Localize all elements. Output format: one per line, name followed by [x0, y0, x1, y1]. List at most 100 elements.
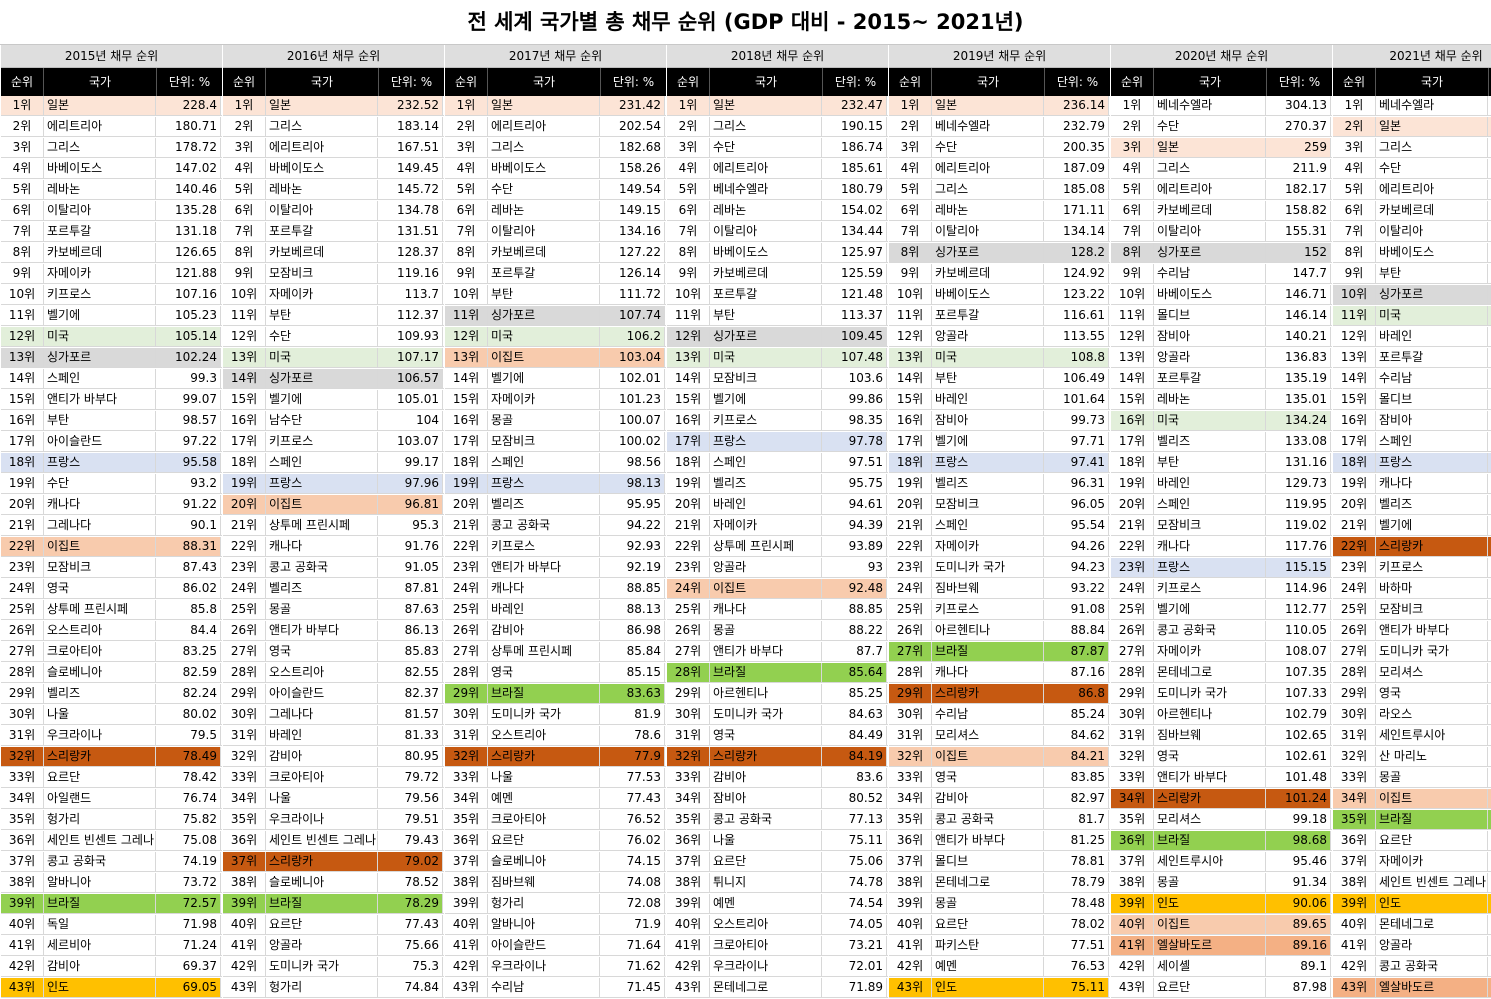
value-cell[interactable]: 107.74	[600, 306, 665, 325]
country-cell[interactable]: 싱가포르	[1154, 243, 1266, 262]
country-cell[interactable]: 이집트	[266, 495, 378, 514]
value-cell[interactable]: 91.22	[156, 495, 221, 514]
rank-header[interactable]: 순위	[667, 68, 710, 96]
country-cell[interactable]: 포르투갈	[44, 222, 156, 241]
country-cell[interactable]: 엘살바도르	[1154, 936, 1266, 955]
rank-cell[interactable]: 22위	[1333, 537, 1376, 556]
country-cell[interactable]: 앤티가 바부다	[710, 642, 822, 661]
value-cell[interactable]: 86.13	[378, 621, 443, 640]
country-cell[interactable]: 바베이도스	[1376, 243, 1488, 262]
rank-cell[interactable]: 40위	[1333, 915, 1376, 934]
rank-cell[interactable]: 16위	[889, 411, 932, 430]
country-cell[interactable]: 인도	[44, 978, 156, 997]
value-cell[interactable]: 86.02	[156, 579, 221, 598]
rank-cell[interactable]: 31위	[223, 726, 266, 745]
country-cell[interactable]: 일본	[1154, 138, 1266, 157]
rank-cell[interactable]: 20위	[1111, 495, 1154, 514]
country-cell[interactable]: 스리랑카	[44, 747, 156, 766]
country-cell[interactable]: 나울	[488, 768, 600, 787]
value-cell[interactable]: 270.37	[1266, 117, 1331, 136]
value-cell[interactable]: 79.43	[378, 831, 443, 850]
rank-cell[interactable]: 35위	[1, 810, 44, 829]
value-cell[interactable]: 74.84	[378, 978, 443, 997]
value-cell[interactable]: 85.84	[600, 642, 665, 661]
value-cell[interactable]: 89.1	[1266, 957, 1331, 976]
country-cell[interactable]: 상투메 프린시페	[488, 642, 600, 661]
rank-cell[interactable]: 15위	[223, 390, 266, 409]
value-cell[interactable]: 76.02	[600, 831, 665, 850]
country-cell[interactable]: 일본	[710, 96, 822, 115]
country-cell[interactable]: 자메이카	[266, 285, 378, 304]
country-cell[interactable]: 브라질	[1154, 831, 1266, 850]
country-cell[interactable]: 이집트	[1376, 789, 1488, 808]
country-cell[interactable]: 앤티가 바부다	[1376, 621, 1488, 640]
value-cell[interactable]: 102.65	[1266, 726, 1331, 745]
rank-cell[interactable]: 40위	[889, 915, 932, 934]
rank-cell[interactable]: 29위	[1111, 684, 1154, 703]
country-cell[interactable]: 일본	[44, 96, 156, 115]
value-cell[interactable]: 98.56	[600, 453, 665, 472]
value-cell[interactable]: 72.01	[822, 957, 887, 976]
rank-cell[interactable]: 14위	[1111, 369, 1154, 388]
country-cell[interactable]: 라오스	[1376, 705, 1488, 724]
country-cell[interactable]: 레바논	[488, 201, 600, 220]
country-cell[interactable]: 알바니아	[488, 915, 600, 934]
value-cell[interactable]: 77.43	[600, 789, 665, 808]
country-cell[interactable]: 도미니카 국가	[710, 705, 822, 724]
value-cell[interactable]: 140.21	[1266, 327, 1331, 346]
country-cell[interactable]: 바하마	[1376, 579, 1488, 598]
value-cell[interactable]: 145.72	[378, 180, 443, 199]
value-cell[interactable]: 102.01	[600, 369, 665, 388]
rank-cell[interactable]: 29위	[445, 684, 488, 703]
value-cell[interactable]: 85.25	[822, 684, 887, 703]
rank-cell[interactable]: 40위	[445, 915, 488, 934]
value-cell[interactable]: 107.16	[156, 285, 221, 304]
value-cell[interactable]: 93.2	[156, 474, 221, 493]
rank-cell[interactable]: 43위	[445, 978, 488, 997]
rank-cell[interactable]: 40위	[1111, 915, 1154, 934]
rank-cell[interactable]: 26위	[223, 621, 266, 640]
value-cell[interactable]: 95.95	[600, 495, 665, 514]
value-cell[interactable]: 81.9	[600, 705, 665, 724]
country-cell[interactable]: 세인트 빈센트 그레나딘	[1376, 873, 1488, 892]
rank-cell[interactable]: 12위	[1, 327, 44, 346]
rank-cell[interactable]: 25위	[1111, 600, 1154, 619]
rank-cell[interactable]: 30위	[1333, 705, 1376, 724]
country-cell[interactable]: 미국	[710, 348, 822, 367]
rank-cell[interactable]: 8위	[889, 243, 932, 262]
value-cell[interactable]: 171.11	[1044, 201, 1109, 220]
value-cell[interactable]: 95.58	[156, 453, 221, 472]
country-cell[interactable]: 에리트리아	[1154, 180, 1266, 199]
rank-cell[interactable]: 35위	[223, 810, 266, 829]
rank-cell[interactable]: 29위	[889, 684, 932, 703]
value-cell[interactable]: 113.7	[378, 285, 443, 304]
value-cell[interactable]: 96.05	[1044, 495, 1109, 514]
rank-cell[interactable]: 32위	[1, 747, 44, 766]
rank-cell[interactable]: 38위	[667, 873, 710, 892]
country-cell[interactable]: 우크라이나	[266, 810, 378, 829]
country-cell[interactable]: 프랑스	[710, 432, 822, 451]
rank-cell[interactable]: 3위	[445, 138, 488, 157]
country-cell[interactable]: 영국	[266, 642, 378, 661]
value-cell[interactable]: 185.08	[1044, 180, 1109, 199]
rank-cell[interactable]: 27위	[223, 642, 266, 661]
value-cell[interactable]: 105.14	[156, 327, 221, 346]
rank-cell[interactable]: 12위	[889, 327, 932, 346]
value-cell[interactable]: 79.02	[378, 852, 443, 871]
country-cell[interactable]: 카보베르데	[710, 264, 822, 283]
country-cell[interactable]: 벨기에	[488, 369, 600, 388]
country-cell[interactable]: 슬로베니아	[44, 663, 156, 682]
country-cell[interactable]: 캐나다	[488, 579, 600, 598]
value-cell[interactable]: 187.09	[1044, 159, 1109, 178]
value-cell[interactable]: 98.13	[600, 474, 665, 493]
value-cell[interactable]: 103.07	[378, 432, 443, 451]
rank-cell[interactable]: 9위	[223, 264, 266, 283]
rank-cell[interactable]: 43위	[667, 978, 710, 997]
country-cell[interactable]: 수리남	[932, 705, 1044, 724]
rank-cell[interactable]: 4위	[1, 159, 44, 178]
country-cell[interactable]: 캐나다	[1376, 474, 1488, 493]
rank-cell[interactable]: 24위	[1111, 579, 1154, 598]
rank-cell[interactable]: 36위	[1, 831, 44, 850]
rank-cell[interactable]: 16위	[667, 411, 710, 430]
country-cell[interactable]: 오스트리아	[266, 663, 378, 682]
